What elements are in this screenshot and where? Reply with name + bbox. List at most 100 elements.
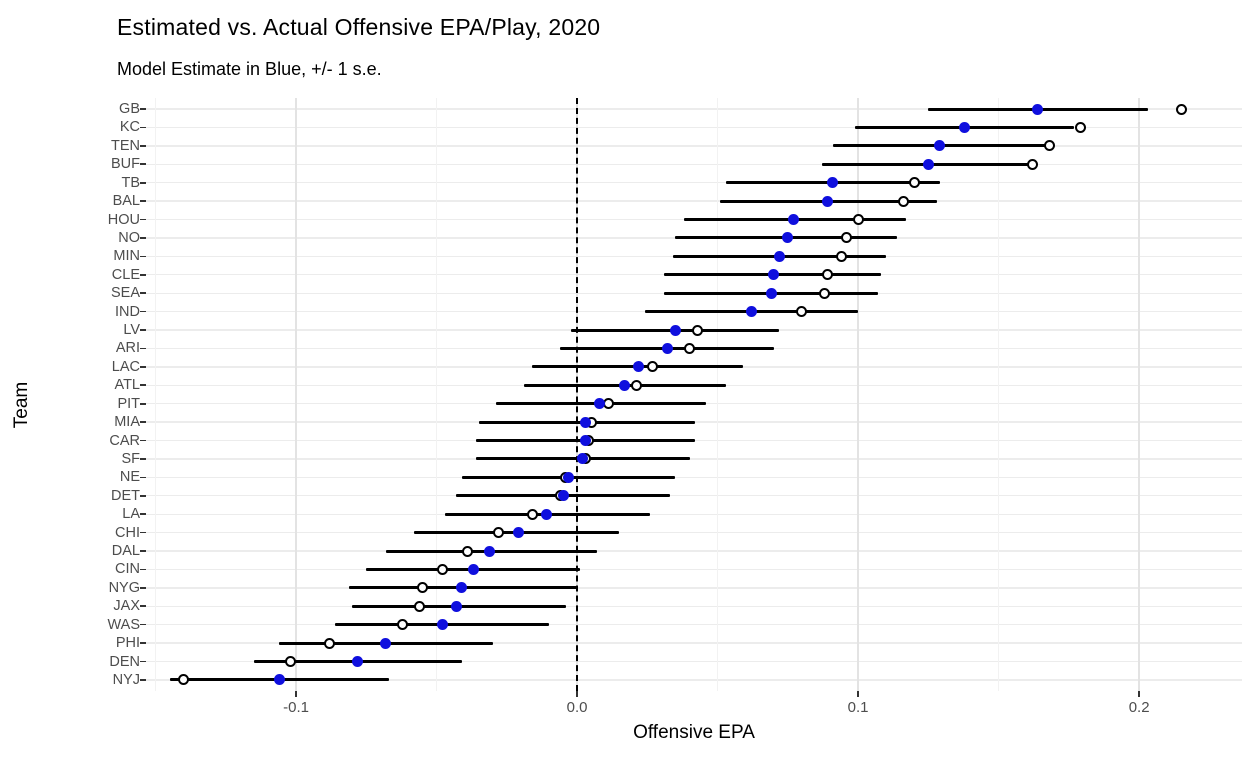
major-gridline (1138, 98, 1140, 691)
team-tick-label: MIA (114, 414, 140, 431)
team-tick-label: MIN (113, 248, 140, 265)
y-tick-mark (140, 494, 146, 497)
actual-circle (1026, 158, 1038, 170)
team-tick-label: JAX (113, 598, 140, 615)
estimate-dot (934, 140, 946, 152)
actual-circle (1043, 140, 1055, 152)
actual-circle (841, 232, 853, 244)
estimate-dot (765, 287, 777, 299)
row-gridline (146, 200, 1242, 202)
actual-circle (821, 269, 833, 281)
estimate-dot (922, 158, 934, 170)
actual-circle (526, 508, 538, 520)
team-tick-label: NYG (108, 579, 140, 596)
y-tick-mark (140, 660, 146, 663)
row-gridline (146, 679, 1242, 681)
y-tick-mark (140, 218, 146, 221)
y-tick-mark (140, 568, 146, 571)
y-tick-mark (140, 200, 146, 202)
team-tick-label: LAC (111, 358, 140, 375)
estimate-dot (773, 250, 785, 262)
y-tick-mark (140, 421, 146, 423)
y-tick-mark (140, 310, 146, 313)
estimate-dot (456, 582, 468, 594)
minor-gridline (155, 98, 157, 691)
y-tick-mark (140, 347, 146, 350)
y-tick-mark (140, 531, 146, 534)
estimate-dot (512, 527, 524, 539)
team-tick-label: CIN (115, 561, 140, 578)
x-axis-title: Offensive EPA (633, 722, 755, 743)
actual-circle (796, 306, 808, 318)
actual-circle (436, 563, 448, 575)
plot-panel (146, 98, 1242, 691)
team-tick-label: GB (119, 101, 140, 118)
y-tick-mark (140, 402, 146, 405)
row-gridline (146, 605, 1242, 607)
team-tick-label: PHI (115, 635, 140, 652)
estimate-dot (380, 637, 392, 649)
y-axis-title: Team (11, 381, 32, 429)
estimate-dot (580, 435, 592, 447)
y-tick-mark (140, 550, 146, 552)
estimate-dot (782, 232, 794, 244)
x-tick-mark (857, 691, 859, 697)
y-tick-mark (140, 384, 146, 387)
actual-circle (178, 674, 190, 686)
actual-circle (852, 214, 864, 226)
y-tick-mark (140, 458, 146, 460)
zero-reference-line (576, 98, 579, 691)
team-tick-label: NE (119, 469, 140, 486)
team-tick-label: BUF (111, 156, 140, 173)
row-gridline (146, 476, 1242, 479)
estimate-dot (436, 619, 448, 631)
estimate-dot (619, 379, 631, 391)
actual-circle (397, 619, 409, 631)
row-gridline (146, 531, 1242, 534)
x-tick-label: 0.1 (847, 699, 869, 716)
y-tick-mark (140, 366, 146, 368)
team-tick-label: DEN (109, 653, 140, 670)
row-gridline (146, 642, 1242, 644)
minor-gridline (717, 98, 719, 691)
x-tick-label: -0.1 (283, 699, 309, 716)
actual-circle (324, 637, 336, 649)
row-gridline (146, 458, 1242, 460)
estimate-dot (768, 269, 780, 281)
estimate-dot (787, 214, 799, 226)
y-tick-mark (140, 587, 146, 589)
team-tick-label: NYJ (112, 671, 140, 688)
actual-circle (684, 342, 695, 354)
estimate-dot (467, 563, 479, 575)
estimate-dot (1032, 103, 1044, 115)
team-tick-label: HOU (107, 211, 140, 228)
chart-title: Estimated vs. Actual Offensive EPA/Play,… (117, 14, 601, 40)
y-tick-mark (140, 679, 146, 681)
actual-circle (1074, 121, 1086, 133)
team-tick-label: DET (111, 487, 140, 504)
chart-subtitle: Model Estimate in Blue, +/- 1 s.e. (117, 59, 382, 79)
estimate-dot (450, 600, 462, 612)
x-tick-label: 0.0 (566, 699, 588, 716)
team-tick-label: CHI (115, 524, 140, 541)
y-tick-mark (140, 642, 146, 644)
x-tick-mark (1138, 691, 1140, 697)
row-gridline (146, 145, 1242, 147)
team-tick-label: DAL (111, 543, 140, 560)
team-tick-label: IND (115, 303, 140, 320)
estimate-dot (959, 121, 971, 133)
actual-circle (908, 177, 920, 189)
y-tick-mark (140, 108, 146, 110)
x-tick-mark (295, 691, 297, 697)
estimate-dot (661, 342, 673, 354)
x-tick-mark (576, 691, 578, 697)
row-gridline (146, 660, 1242, 663)
team-tick-label: SEA (110, 285, 140, 302)
estimate-dot (352, 656, 364, 668)
team-tick-label: SF (121, 450, 140, 467)
major-gridline (857, 98, 859, 691)
team-tick-label: LA (122, 506, 140, 523)
y-tick-mark (140, 273, 146, 276)
actual-circle (1175, 103, 1187, 115)
